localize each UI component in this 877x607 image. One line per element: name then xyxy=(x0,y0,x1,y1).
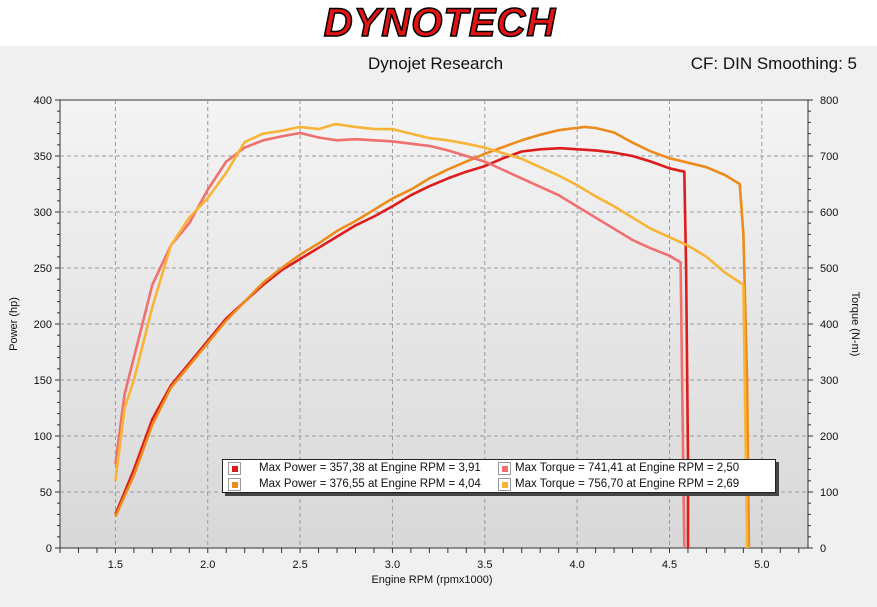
brand-text: DYNOTECH xyxy=(324,2,557,44)
x-tick-labels: 1.5 2.0 2.5 3.0 3.5 4.0 4.5 5.0 xyxy=(108,559,770,571)
legend-entry: Max Power = 376,55 at Engine RPM = 4,04 xyxy=(225,476,495,492)
series-line-1 xyxy=(114,146,690,548)
legend-text: Max Power = 376,55 at Engine RPM = 4,04 xyxy=(259,478,481,490)
y-tick-label: 350 xyxy=(34,151,52,163)
axis-ticks xyxy=(55,99,813,553)
y2-tick-label: 800 xyxy=(820,95,838,107)
legend: Max Power = 357,38 at Engine RPM = 3,91 … xyxy=(222,459,776,493)
legend-swatch xyxy=(228,478,241,491)
x-tick-label: 4.5 xyxy=(662,559,677,571)
x-tick-label: 5.0 xyxy=(754,559,769,571)
y2-tick-label: 500 xyxy=(820,263,838,275)
x-tick-label: 3.0 xyxy=(385,559,400,571)
y-tick-label: 50 xyxy=(40,487,52,499)
header: DYNOTECH xyxy=(0,0,877,46)
x-tick-label: 2.5 xyxy=(292,559,307,571)
series-line-2 xyxy=(114,125,751,548)
y-tick-label: 300 xyxy=(34,207,52,219)
y2-tick-label: 300 xyxy=(820,375,838,387)
y2-tick-label: 200 xyxy=(820,431,838,443)
legend-entry: Max Torque = 756,70 at Engine RPM = 2,69 xyxy=(495,476,773,492)
legend-entry: Max Torque = 741,41 at Engine RPM = 2,50 xyxy=(495,460,773,476)
x-tick-label: 2.0 xyxy=(200,559,215,571)
legend-swatch xyxy=(498,462,511,475)
y2-tick-label: 400 xyxy=(820,319,838,331)
y-tick-label: 400 xyxy=(34,95,52,107)
correction-factor: CF: DIN Smoothing: 5 xyxy=(690,54,857,73)
y-tick-label: 0 xyxy=(46,543,52,555)
x-tick-label: 3.5 xyxy=(477,559,492,571)
y2-tick-labels: 0 100 200 300 400 500 600 700 800 xyxy=(820,95,838,555)
x-axis-label: Engine RPM (rpmx1000) xyxy=(371,574,492,586)
y2-axis-label: Torque (N-m) xyxy=(849,292,861,357)
y-tick-label: 150 xyxy=(34,375,52,387)
y2-tick-label: 700 xyxy=(820,151,838,163)
x-tick-label: 1.5 xyxy=(108,559,123,571)
software-title: Dynojet Research xyxy=(368,54,504,73)
y-tick-label: 100 xyxy=(34,431,52,443)
legend-swatch xyxy=(228,462,241,475)
y-tick-labels: 0 50 100 150 200 250 300 350 400 xyxy=(34,95,52,555)
series-line-4 xyxy=(114,122,749,548)
y2-tick-label: 0 xyxy=(820,543,826,555)
y-tick-label: 250 xyxy=(34,263,52,275)
x-tick-label: 4.0 xyxy=(569,559,584,571)
dynotech-logo: DYNOTECH xyxy=(323,2,557,44)
series-lines xyxy=(114,122,751,548)
legend-entry: Max Power = 357,38 at Engine RPM = 3,91 xyxy=(225,460,495,476)
legend-text: Max Torque = 756,70 at Engine RPM = 2,69 xyxy=(515,478,740,490)
y-axis-label: Power (hp) xyxy=(8,297,20,351)
y2-tick-label: 600 xyxy=(820,207,838,219)
y2-tick-label: 100 xyxy=(820,487,838,499)
legend-swatch xyxy=(498,478,511,491)
legend-text: Max Torque = 741,41 at Engine RPM = 2,50 xyxy=(515,462,740,474)
legend-text: Max Power = 357,38 at Engine RPM = 3,91 xyxy=(259,462,481,474)
y-tick-label: 200 xyxy=(34,319,52,331)
